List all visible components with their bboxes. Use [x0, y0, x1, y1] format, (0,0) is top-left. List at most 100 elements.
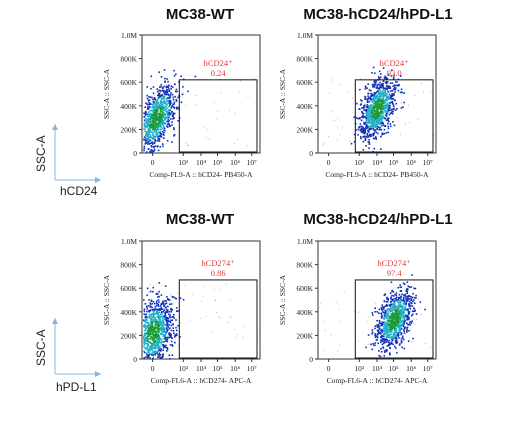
- event-dot: [151, 309, 154, 311]
- event-dot: [176, 334, 178, 336]
- event-dot: [390, 312, 392, 315]
- event-dot: [411, 296, 413, 299]
- event-dot: [388, 339, 391, 342]
- event-dot: [166, 91, 169, 93]
- event-dot: [158, 295, 160, 298]
- event-dot: [147, 134, 149, 136]
- event-dot: [386, 296, 388, 299]
- x-tick-label: 10⁶: [406, 158, 417, 167]
- event-dot: [148, 126, 151, 128]
- plot-frame: [317, 34, 437, 154]
- event-dot: [154, 350, 157, 353]
- event-dot: [157, 342, 160, 345]
- event-dot: [153, 124, 155, 127]
- event-dot: [161, 319, 164, 321]
- event-dot: [373, 100, 375, 102]
- event-dot: [166, 350, 168, 352]
- event-dot: [375, 117, 378, 120]
- event-dot: [170, 303, 173, 305]
- event-dot: [153, 308, 156, 310]
- event-dot: [162, 349, 164, 351]
- event-dot: [384, 351, 386, 354]
- event-dot: [398, 302, 400, 304]
- event-dot: [164, 106, 166, 108]
- event-dot: [168, 120, 170, 122]
- event-dot: [365, 108, 368, 111]
- event-dot: [158, 354, 160, 357]
- event-dot: [155, 128, 157, 130]
- event-dot: [160, 103, 163, 105]
- event-dot: [165, 110, 167, 112]
- event-dot: [173, 314, 175, 316]
- event-dot: [385, 94, 388, 97]
- event-dot: [398, 306, 400, 308]
- event-dot: [155, 126, 157, 129]
- event-dot: [159, 354, 161, 356]
- event-dot: [386, 88, 388, 90]
- event-dot: [381, 83, 383, 85]
- event-dot: [380, 110, 382, 113]
- event-dot: [154, 336, 157, 338]
- event-dot: [153, 97, 156, 99]
- event-dot: [375, 83, 377, 85]
- event-dot: [400, 333, 402, 336]
- event-dot: [368, 121, 371, 123]
- event-dot: [160, 99, 162, 102]
- event-dot: [147, 115, 149, 118]
- event-dot: [385, 327, 388, 329]
- event-dot: [370, 107, 372, 109]
- event-dot: [160, 85, 162, 88]
- event-dot: [363, 130, 365, 132]
- event-dot: [383, 321, 386, 323]
- event-dot: [379, 119, 381, 121]
- event-dot: [144, 128, 146, 130]
- event-dot: [162, 137, 165, 139]
- event-dot: [162, 344, 165, 346]
- event-dot: [410, 298, 413, 300]
- event-dot: [147, 340, 149, 342]
- event-dot: [385, 76, 387, 79]
- event-dot: [377, 330, 380, 333]
- event-dot: [392, 105, 395, 108]
- event-dot: [367, 97, 370, 99]
- event-dot: [154, 123, 156, 125]
- event-dot: [157, 331, 160, 333]
- event-dot: [147, 139, 149, 141]
- event-dot: [385, 338, 388, 341]
- event-dot: [157, 131, 160, 133]
- event-dot: [159, 337, 162, 340]
- event-dot: [383, 99, 385, 102]
- event-dot: [393, 334, 395, 337]
- event-dot: [413, 296, 416, 299]
- event-dot: [366, 133, 369, 136]
- event-dot: [371, 312, 374, 314]
- event-dot: [390, 309, 393, 312]
- event-dot: [390, 310, 392, 313]
- event-dot: [162, 353, 164, 355]
- event-dot: [375, 137, 377, 139]
- event-dot: [171, 86, 174, 89]
- event-dot: [159, 107, 162, 109]
- event-dot: [385, 332, 388, 335]
- event-dot: [376, 320, 378, 322]
- event-dot: [164, 101, 167, 104]
- event-dot: [383, 317, 386, 319]
- event-dot: [371, 331, 374, 333]
- event-dot: [167, 309, 169, 312]
- event-dot: [382, 86, 384, 88]
- event-dot: [165, 318, 168, 320]
- event-dot: [386, 308, 389, 311]
- event-dot: [400, 290, 402, 292]
- event-dot: [367, 117, 369, 120]
- event-dot: [156, 132, 158, 134]
- event-dot: [150, 345, 152, 347]
- event-dot: [377, 342, 379, 345]
- density-population: [143, 69, 257, 153]
- event-dot: [387, 87, 389, 89]
- event-dot: [367, 125, 369, 127]
- event-dot: [150, 347, 152, 350]
- event-dot: [154, 140, 156, 142]
- event-dot: [395, 298, 397, 300]
- panel-title: MC38-hCD24/hPD-L1: [303, 211, 453, 228]
- event-dot: [153, 106, 155, 108]
